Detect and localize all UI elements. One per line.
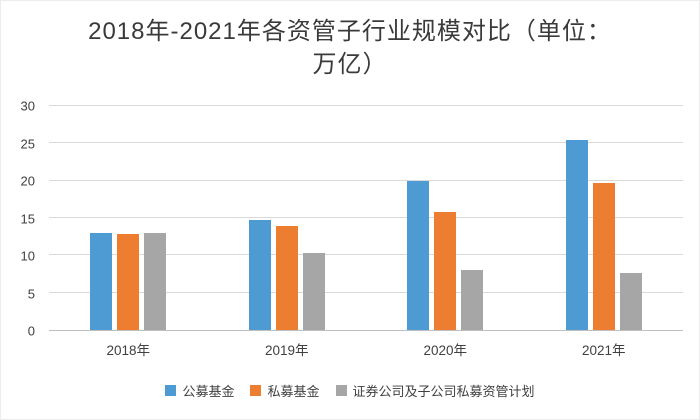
bar	[275, 226, 298, 330]
gridline	[49, 179, 683, 181]
x-tick-label: 2020年	[423, 343, 468, 358]
y-tick-label: 15	[20, 211, 35, 226]
x-tick-label: 2019年	[264, 343, 309, 358]
y-tick-label: 5	[27, 286, 35, 302]
x-tick-label: 2018年	[106, 343, 151, 358]
legend-item: 证券公司及子公司私募资管计划	[335, 381, 535, 400]
gridline	[49, 217, 683, 218]
x-axis-labels: 2018年 2019年 2020年 2021年	[49, 339, 683, 359]
bar	[144, 232, 167, 330]
y-tick-label: 10	[20, 248, 35, 264]
y-axis: 0 5 10 15 20 25 30	[1, 99, 43, 339]
y-tick-label: 20	[20, 173, 35, 189]
bar-group	[90, 106, 167, 330]
legend-swatch	[250, 385, 262, 396]
bar	[302, 253, 325, 330]
legend-label: 证券公司及子公司私募资管计划	[352, 384, 535, 399]
bar-group	[407, 106, 484, 330]
bar	[592, 182, 615, 330]
y-tick-label: 25	[20, 136, 35, 151]
y-tick-label: 0	[27, 323, 35, 339]
y-tick-label: 30	[20, 98, 35, 114]
bar	[619, 272, 642, 330]
gridline	[49, 105, 683, 106]
bar-group	[248, 106, 325, 330]
bar	[117, 234, 140, 330]
legend-item: 私募基金	[250, 381, 320, 400]
chart-title-line2: 万亿）	[312, 51, 388, 78]
legend: 公募基金 私募基金 证券公司及子公司私募资管计划	[1, 381, 699, 400]
x-tick-label: 2021年	[581, 343, 626, 358]
bar	[565, 139, 588, 330]
bar	[407, 181, 430, 330]
gridline	[49, 254, 683, 256]
plot-area	[49, 105, 683, 331]
bar	[461, 270, 484, 330]
chart-title-line1: 2018年-2021年各资管子行业规模对比（单位：	[88, 18, 612, 45]
bar	[434, 212, 457, 330]
bar-groups	[49, 106, 683, 330]
legend-item: 公募基金	[165, 381, 234, 400]
chart-title: 2018年-2021年各资管子行业规模对比（单位： 万亿）	[1, 15, 699, 81]
gridline	[49, 291, 683, 293]
legend-swatch	[165, 385, 177, 396]
legend-swatch	[335, 385, 347, 396]
bar	[248, 219, 271, 330]
gridline	[49, 142, 683, 144]
legend-label: 私募基金	[267, 384, 320, 399]
bar-group	[565, 106, 642, 330]
bar	[90, 232, 113, 330]
legend-label: 公募基金	[182, 384, 235, 399]
